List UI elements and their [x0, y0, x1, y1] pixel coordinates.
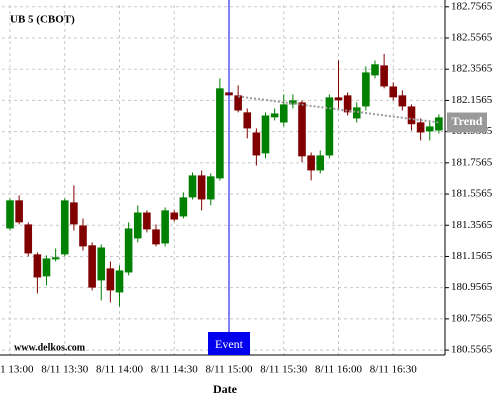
candle-body: [435, 117, 443, 131]
x-tick-label: 8/11 14:00: [96, 364, 143, 376]
candle-body: [380, 65, 388, 87]
candle-body: [15, 200, 23, 223]
x-tick-label: 8/11 16:00: [315, 364, 362, 376]
candle-body: [216, 88, 224, 179]
candle-body: [298, 102, 306, 157]
candle-body: [60, 200, 69, 255]
y-tick-label: 182.5565: [451, 32, 493, 44]
y-tick-label: 181.1565: [451, 250, 493, 262]
y-tick-label: 182.1565: [451, 94, 493, 106]
candle-body: [261, 115, 270, 154]
candle-body: [243, 112, 252, 129]
candle-body: [42, 258, 51, 277]
x-tick-label: 8/11 14:30: [151, 364, 198, 376]
event-label-box: [208, 332, 251, 355]
candle-body: [270, 113, 279, 118]
candle-body: [79, 225, 87, 247]
candle-body: [334, 97, 343, 101]
trend-label: Trend: [452, 114, 483, 128]
x-tick-label: 8/11 15:30: [260, 364, 307, 376]
candle-body: [398, 95, 407, 107]
candle-body: [88, 245, 96, 288]
y-tick-label: 181.5565: [451, 188, 493, 200]
y-tick-label: 180.7565: [451, 312, 493, 324]
candle-body: [234, 95, 242, 111]
candle-body: [416, 122, 425, 133]
candle-body: [170, 212, 179, 220]
candle-body: [6, 200, 14, 229]
watermark: www.delkos.com: [14, 342, 86, 353]
candle-body: [343, 95, 352, 113]
candle-body: [197, 175, 206, 200]
candle-body: [307, 155, 315, 171]
x-tick-label: 8/11 15:00: [206, 364, 253, 376]
candle-body: [33, 254, 42, 278]
trend-label-box: [447, 112, 487, 133]
candle-body: [133, 212, 142, 239]
candle-body: [206, 176, 215, 200]
y-tick-label: 180.5565: [451, 344, 493, 356]
y-tick-label: 180.9565: [451, 281, 493, 293]
candle-body: [252, 132, 261, 156]
x-tick-label: 8/11 13:30: [41, 364, 88, 376]
candle-body: [51, 257, 60, 260]
candle-body: [425, 126, 434, 132]
candle-body: [316, 155, 325, 171]
candle-body: [279, 104, 288, 123]
chart-title: UB 5 (CBOT): [10, 14, 75, 26]
candle-body: [143, 212, 151, 230]
y-tick-label: 182.7565: [451, 0, 493, 12]
candle-body: [389, 86, 398, 98]
y-tick-label: 182.3565: [451, 63, 493, 75]
x-tick-label: 8/11 16:30: [370, 364, 417, 376]
x-tick-label: 8/11 13:00: [0, 364, 34, 376]
y-tick-label: 181.7565: [451, 156, 493, 168]
candle-body: [352, 107, 361, 119]
candle-body: [188, 175, 197, 198]
candle-body: [362, 72, 370, 107]
candle-body: [97, 247, 106, 281]
x-axis-label: Date: [213, 382, 238, 396]
candle-body: [24, 224, 33, 254]
candle-body: [407, 106, 416, 125]
candle-body: [161, 210, 169, 244]
candle-body: [289, 100, 297, 105]
candle-body: [124, 228, 133, 273]
candle-body: [115, 270, 124, 293]
candle-body: [325, 97, 334, 156]
candle-body: [179, 197, 188, 217]
candle-body: [106, 268, 115, 291]
y-tick-label: 181.3565: [451, 219, 493, 231]
candle-body: [371, 64, 379, 76]
candle-body: [152, 229, 160, 245]
event-label: Event: [215, 337, 244, 351]
candle-body: [70, 202, 78, 225]
trend-line: [237, 95, 440, 124]
